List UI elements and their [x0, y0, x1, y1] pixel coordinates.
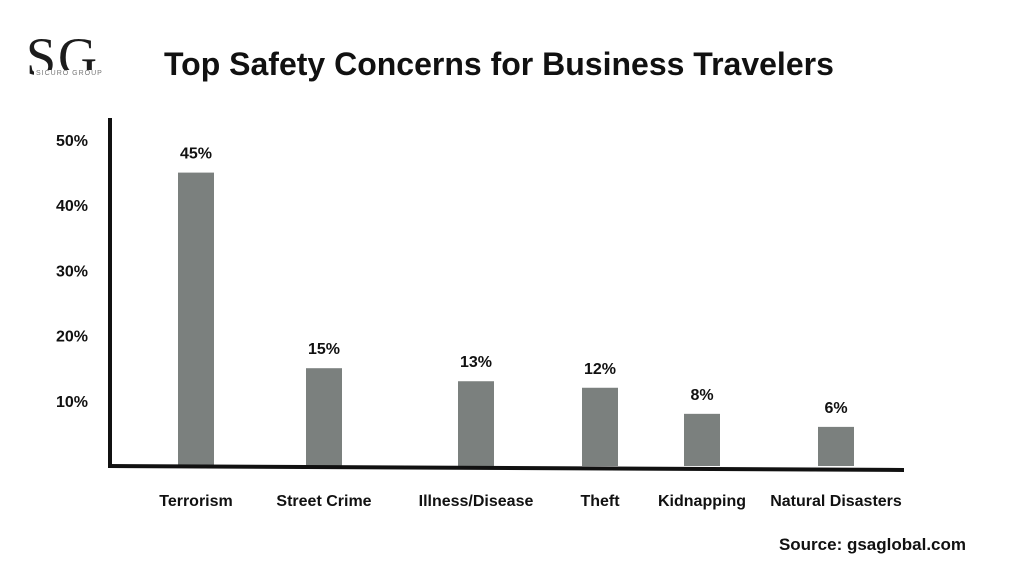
- category-label: Kidnapping: [658, 493, 746, 510]
- y-tick-label: 20%: [56, 329, 88, 346]
- y-tick-label: 10%: [56, 394, 88, 411]
- category-label: Illness/Disease: [419, 493, 534, 510]
- y-axis-ticks: 10% 20% 30% 40% 50%: [56, 133, 88, 411]
- bar: [818, 426, 854, 466]
- category-label: Natural Disasters: [770, 493, 902, 510]
- bar: [582, 387, 618, 466]
- category-label: Street Crime: [276, 493, 371, 510]
- sicuro-group-logo: SG SICURO GROUP: [26, 30, 118, 86]
- value-labels: 45% 15% 13% 12% 8% 6%: [180, 146, 848, 417]
- bar: [458, 381, 494, 466]
- value-label: 12%: [584, 361, 616, 378]
- bar: [306, 368, 342, 466]
- logo-subtitle: SICURO GROUP: [34, 70, 105, 77]
- value-label: 8%: [690, 387, 713, 404]
- value-label: 15%: [308, 341, 340, 358]
- bar: [684, 413, 720, 466]
- y-tick-label: 50%: [56, 133, 88, 150]
- y-tick-label: 30%: [56, 263, 88, 280]
- chart-title: Top Safety Concerns for Business Travele…: [164, 46, 834, 82]
- bars: [178, 172, 854, 466]
- y-tick-label: 40%: [56, 198, 88, 215]
- category-label: Terrorism: [159, 493, 233, 510]
- value-label: 13%: [460, 354, 492, 371]
- bar: [178, 172, 214, 466]
- source-credit: Source: gsaglobal.com: [778, 535, 966, 554]
- value-label: 45%: [180, 146, 212, 163]
- category-label: Theft: [580, 493, 620, 510]
- x-axis-line: [107, 464, 905, 472]
- value-label: 6%: [824, 400, 847, 417]
- category-labels: Terrorism Street Crime Illness/Disease Thef…: [159, 493, 902, 510]
